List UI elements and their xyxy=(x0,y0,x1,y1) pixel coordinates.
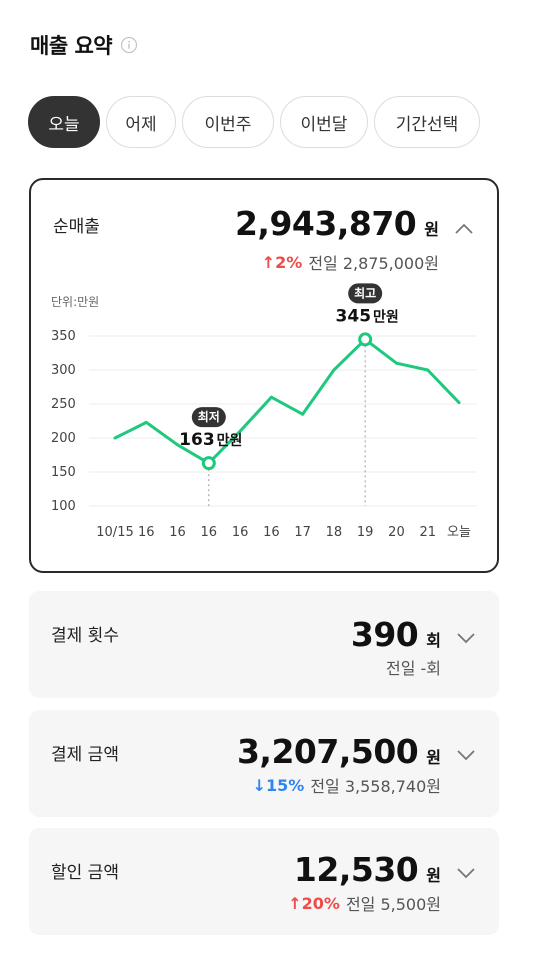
chevron-down-icon[interactable] xyxy=(455,744,477,766)
x-tick-label: 10/15 xyxy=(96,525,133,540)
x-tick-label: 18 xyxy=(326,525,343,540)
data-point xyxy=(176,443,180,447)
tab-this-month[interactable]: 이번달 xyxy=(280,96,368,148)
payment-count-label: 결제 횟수 xyxy=(51,626,119,646)
payment-count-amount-group: 390 회 xyxy=(351,615,441,654)
data-point xyxy=(394,361,398,365)
chart-unit-label: 단위:만원 xyxy=(51,295,99,309)
x-tick-label: 오늘 xyxy=(447,525,471,540)
max-value-label: 345 만원 xyxy=(336,306,399,326)
marker-unit: 만원 xyxy=(217,433,243,449)
x-tick-label: 17 xyxy=(294,525,311,540)
sales-line-chart: 단위:만원 350 300 250 200 150 100 10/15 16 16 16 16 16 17… xyxy=(51,283,477,540)
x-tick-label: 19 xyxy=(357,525,374,540)
discount-amount-change-group: ↑20% xyxy=(288,894,340,913)
payment-amount-label: 결제 금액 xyxy=(51,745,119,765)
payment-count-previous: 전일 -회 xyxy=(385,659,441,678)
x-tick-label: 21 xyxy=(419,525,436,540)
marker-value: 345 xyxy=(336,306,372,326)
x-tick-label: 20 xyxy=(388,525,405,540)
min-badge-label: 최저 xyxy=(198,409,220,424)
y-tick-label: 350 xyxy=(51,329,76,344)
discount-amount-compare: ↑20% 전일 5,500원 xyxy=(288,891,441,915)
y-tick-label: 100 xyxy=(51,499,76,514)
payment-amount-compare: ↓15% 전일 3,558,740원 xyxy=(253,773,441,797)
discount-amount-previous: 전일 5,500원 xyxy=(345,895,441,914)
min-badge xyxy=(191,407,226,428)
net-sales-change: 2% xyxy=(275,252,303,272)
net-sales-header[interactable]: 순매출 2,943,870 원 xyxy=(31,180,497,260)
net-sales-amount-group: 2,943,870 원 xyxy=(235,204,439,243)
net-sales-card: 순매출 2,943,870 원 ↑2% 전일 2,875,000원 단위:만원 3… xyxy=(29,178,499,573)
x-tick-label: 16 xyxy=(232,525,249,540)
payment-count-unit: 회 xyxy=(426,631,441,650)
discount-amount-card[interactable]: 할인 금액 12,530 원 ↑20% 전일 5,500원 xyxy=(29,828,499,935)
payment-count-card[interactable]: 결제 횟수 390 회 전일 -회 xyxy=(29,591,499,698)
discount-amount-unit: 원 xyxy=(426,866,441,885)
data-point xyxy=(301,412,305,416)
data-point xyxy=(426,368,430,372)
data-point xyxy=(238,429,242,433)
net-sales-amount: 2,943,870 xyxy=(234,204,417,243)
marker-unit: 만원 xyxy=(373,309,399,325)
net-sales-compare: ↑2% 전일 2,875,000원 xyxy=(262,250,439,274)
payment-amount-unit: 원 xyxy=(426,748,441,767)
info-icon[interactable] xyxy=(120,36,138,54)
net-sales-previous: 전일 2,875,000원 xyxy=(308,254,439,273)
max-badge xyxy=(348,283,383,304)
data-point xyxy=(332,368,336,372)
arrow-up-icon: ↑ xyxy=(288,893,302,913)
discount-amount-change: 20% xyxy=(301,893,340,913)
x-tick-label: 16 xyxy=(201,525,218,540)
arrow-up-icon: ↑ xyxy=(261,252,276,272)
series-line xyxy=(114,337,461,465)
y-tick-label: 200 xyxy=(51,431,76,446)
data-point xyxy=(457,401,461,405)
tab-today[interactable]: 오늘 xyxy=(28,96,100,148)
y-tick-label: 150 xyxy=(51,465,76,480)
data-point xyxy=(113,436,117,440)
discount-amount-label: 할인 금액 xyxy=(51,863,119,883)
page-title: 매출 요약 xyxy=(30,34,113,58)
min-point xyxy=(201,456,216,471)
tab-select-period[interactable]: 기간선택 xyxy=(374,96,480,148)
max-badge-label: 최고 xyxy=(354,285,376,300)
payment-amount-amount: 3,207,500 xyxy=(236,732,419,771)
payment-amount-previous: 전일 3,558,740원 xyxy=(310,777,441,796)
payment-amount-change: 15% xyxy=(266,775,305,795)
payment-count-compare: 전일 -회 xyxy=(386,655,441,679)
payment-amount-card[interactable]: 결제 금액 3,207,500 원 ↓15% 전일 3,558,740원 xyxy=(29,710,499,817)
y-tick-label: 250 xyxy=(51,397,76,412)
arrow-down-icon: ↓ xyxy=(252,775,267,795)
min-value-label: 163 만원 xyxy=(179,430,242,450)
discount-amount-amount: 12,530 xyxy=(293,850,419,889)
net-sales-change-group: ↑2% xyxy=(262,253,303,272)
discount-amount-amount-group: 12,530 원 xyxy=(294,850,441,889)
x-tick-label: 16 xyxy=(138,525,155,540)
tab-yesterday[interactable]: 어제 xyxy=(106,96,176,148)
x-tick-label: 16 xyxy=(169,525,186,540)
net-sales-label: 순매출 xyxy=(53,217,100,237)
chevron-down-icon[interactable] xyxy=(455,627,477,649)
payment-count-amount: 390 xyxy=(350,615,419,654)
payment-amount-change-group: ↓15% xyxy=(253,776,305,795)
max-point xyxy=(358,332,373,347)
period-tabs: 오늘 어제 이번주 이번달 기간선택 xyxy=(28,96,480,148)
data-point xyxy=(144,420,148,424)
tab-this-week[interactable]: 이번주 xyxy=(182,96,274,148)
marker-value: 163 xyxy=(179,430,215,450)
section-header: 매출 요약 xyxy=(30,30,138,60)
chevron-down-icon[interactable] xyxy=(455,862,477,884)
data-point xyxy=(269,395,273,399)
y-tick-label: 300 xyxy=(51,363,76,378)
x-tick-label: 16 xyxy=(263,525,280,540)
chevron-up-icon[interactable] xyxy=(453,218,475,240)
payment-amount-amount-group: 3,207,500 원 xyxy=(237,732,441,771)
net-sales-unit: 원 xyxy=(424,220,439,239)
